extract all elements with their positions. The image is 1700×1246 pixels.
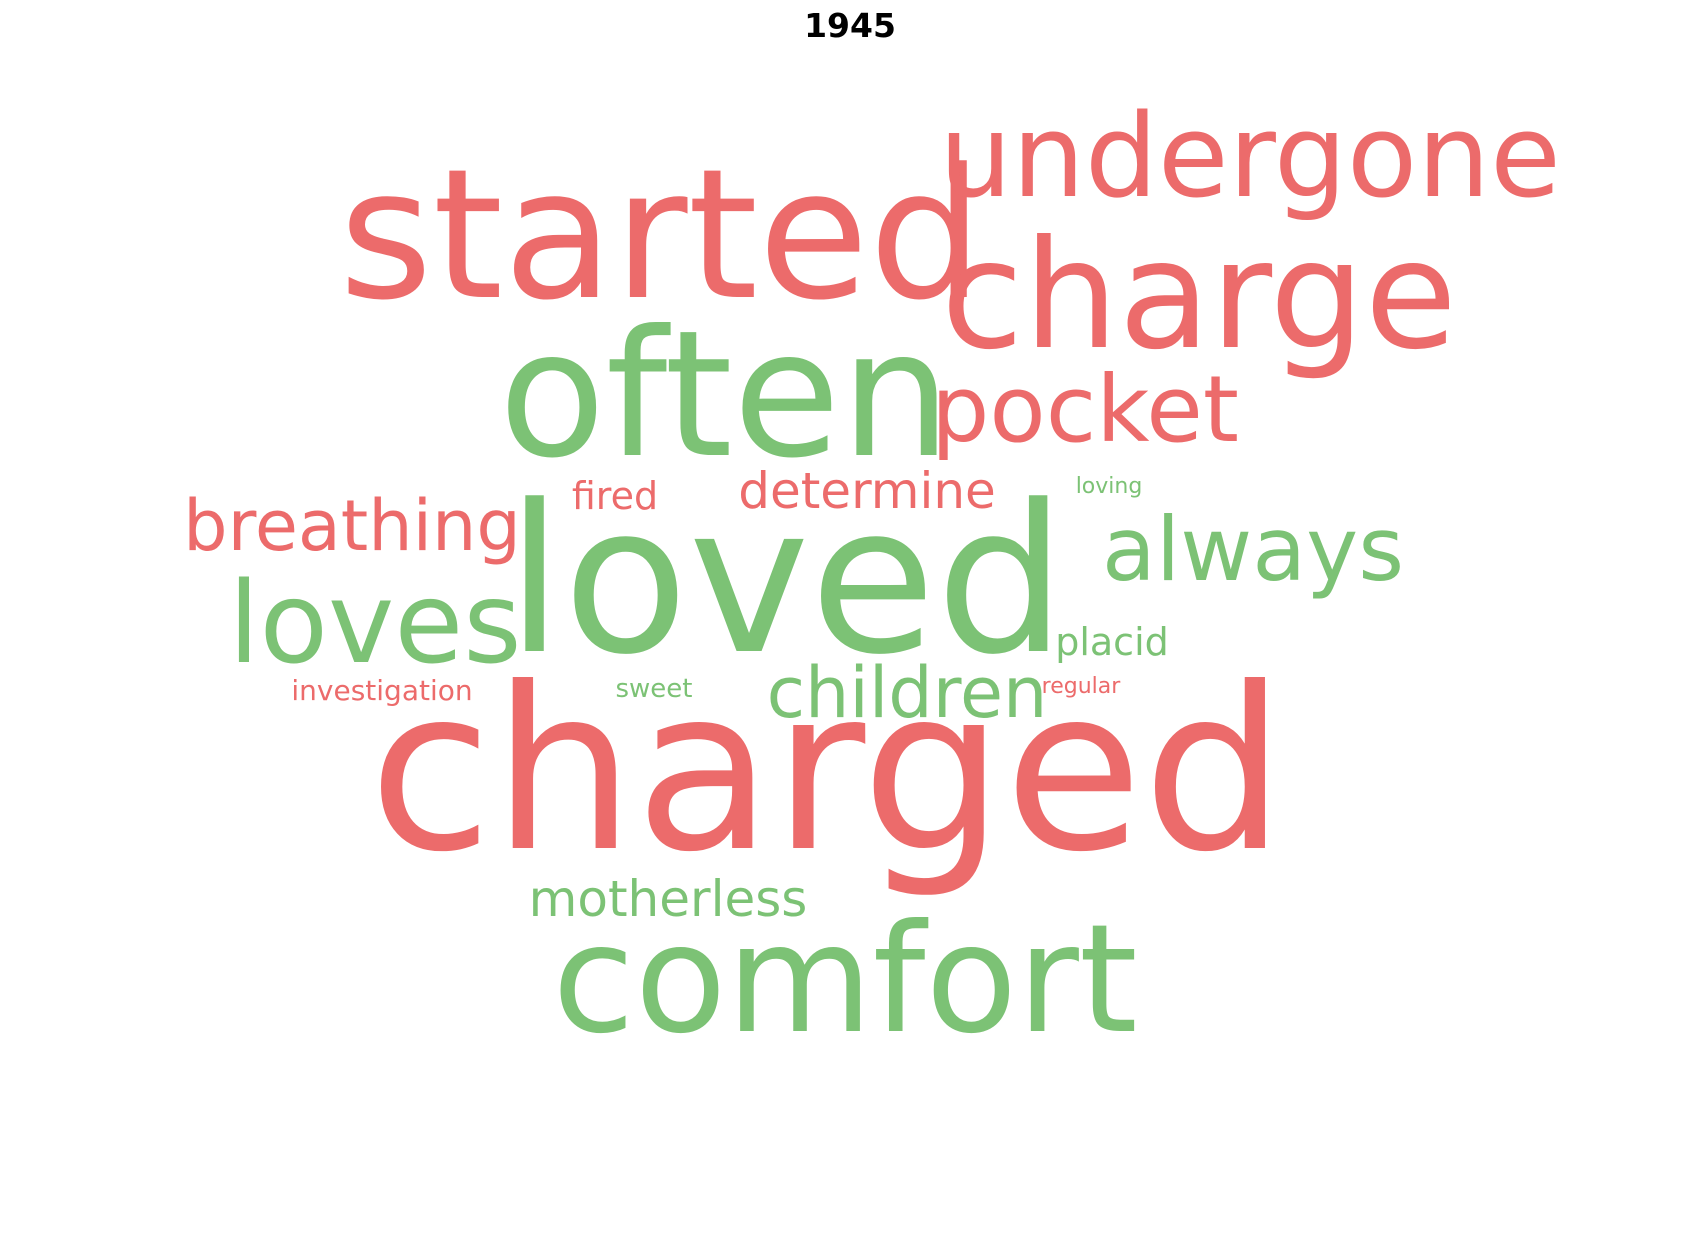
word-pocket: pocket	[931, 356, 1239, 463]
word-comfort: comfort	[552, 893, 1137, 1067]
word-charge: charge	[941, 209, 1457, 383]
word-breathing: breathing	[183, 485, 521, 567]
word-started: started	[339, 131, 983, 340]
word-always: always	[1102, 498, 1404, 601]
word-sweet: sweet	[616, 674, 693, 704]
word-fired: fired	[572, 474, 658, 518]
word-undergone: undergone	[939, 90, 1561, 224]
word-children: children	[767, 652, 1048, 734]
word-loved: loved	[506, 462, 1066, 700]
word-loves: loves	[228, 559, 521, 689]
word-regular: regular	[1042, 674, 1122, 699]
word-often: often	[499, 294, 952, 497]
word-investigation: investigation	[291, 674, 472, 707]
word-determine: determine	[738, 462, 996, 520]
chart-title: 1945	[804, 6, 896, 45]
word-charged: charged	[369, 640, 1286, 902]
word-loving: loving	[1076, 474, 1143, 499]
word-motherless: motherless	[529, 870, 808, 928]
word-placid: placid	[1055, 620, 1169, 664]
